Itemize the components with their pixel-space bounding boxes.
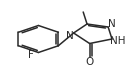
Text: O: O: [86, 57, 94, 67]
Text: NH: NH: [110, 35, 126, 46]
Text: N: N: [108, 19, 116, 29]
Text: N: N: [66, 31, 74, 41]
Text: F: F: [28, 50, 34, 61]
